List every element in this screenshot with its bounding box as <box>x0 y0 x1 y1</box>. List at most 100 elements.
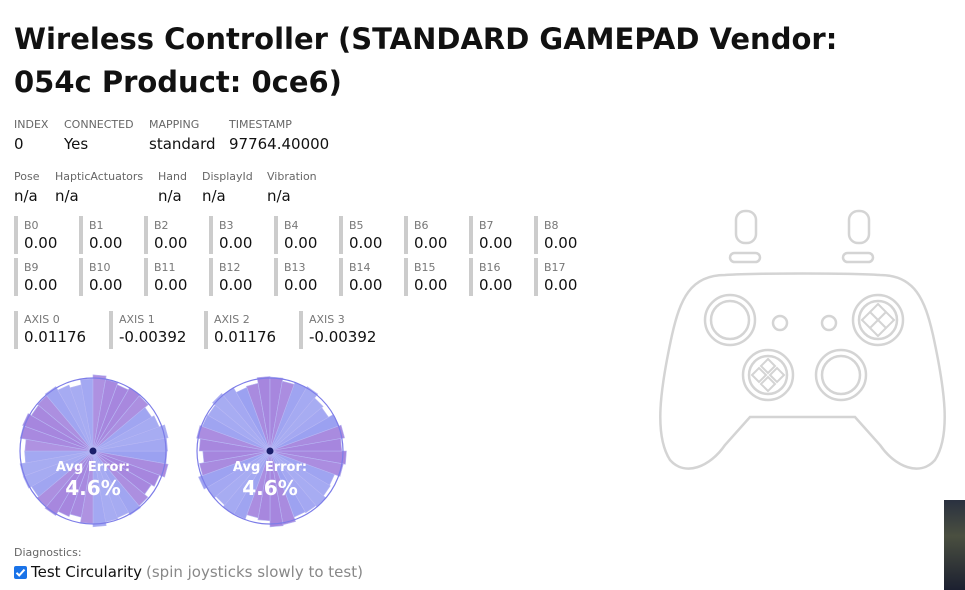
button-label: B1 <box>89 219 104 232</box>
haptic-label: HapticActuators <box>55 170 144 183</box>
pose-label: Pose <box>14 170 40 183</box>
avg-error-label: Avg Error: <box>232 460 308 475</box>
button-label: B6 <box>414 219 429 232</box>
button-value: 0.00 <box>219 234 253 252</box>
button-value: 0.00 <box>479 234 513 252</box>
button-cell-b14: B14 0.00 <box>339 258 395 296</box>
mapping-field: MAPPING standard <box>149 118 216 154</box>
dpad-arrows-icon <box>750 357 786 393</box>
button-cell-b8: B8 0.00 <box>534 216 590 254</box>
right-trigger-icon <box>847 209 871 245</box>
face-buttons-icon <box>851 293 905 347</box>
button-label: B8 <box>544 219 559 232</box>
button-label: B13 <box>284 261 306 274</box>
button-cell-b1: B1 0.00 <box>79 216 135 254</box>
hand-value: n/a <box>158 187 182 205</box>
button-cell-b10: B10 0.00 <box>79 258 135 296</box>
timestamp-label: TIMESTAMP <box>229 118 292 131</box>
axis-value: -0.00392 <box>119 328 187 346</box>
left-bumper-icon <box>728 251 762 264</box>
timestamp-field: TIMESTAMP 97764.40000 <box>229 118 329 154</box>
test-circularity-label[interactable]: Test Circularity <box>31 563 142 581</box>
button-value: 0.00 <box>24 276 58 294</box>
axis-label: AXIS 3 <box>309 313 345 326</box>
index-label: INDEX <box>14 118 49 131</box>
circularity-center-dot <box>89 447 97 455</box>
circularity-svg <box>19 374 169 528</box>
button-cell-b17: B17 0.00 <box>534 258 590 296</box>
circularity-wedge <box>92 437 168 452</box>
axis-cell-3: AXIS 3 -0.00392 <box>299 311 387 349</box>
avg-error-label: Avg Error: <box>55 460 131 475</box>
button-label: B10 <box>89 261 111 274</box>
axis-cell-0: AXIS 0 0.01176 <box>14 311 102 349</box>
button-label: B2 <box>154 219 169 232</box>
axis-cell-2: AXIS 2 0.01176 <box>204 311 292 349</box>
button-cell-b12: B12 0.00 <box>209 258 265 296</box>
right-stick-inner-icon <box>820 354 862 396</box>
test-circularity-checkbox[interactable] <box>14 565 27 579</box>
button-value: 0.00 <box>479 276 513 294</box>
diagnostics-label: Diagnostics: <box>14 546 82 559</box>
corner-thumbnail <box>944 500 965 590</box>
button-value: 0.00 <box>89 276 123 294</box>
start-button-icon <box>820 314 838 332</box>
axis-value: 0.01176 <box>214 328 277 346</box>
vibration-field: Vibration n/a <box>267 170 317 206</box>
haptic-value: n/a <box>55 187 79 205</box>
button-cell-b6: B6 0.00 <box>404 216 460 254</box>
button-value: 0.00 <box>349 234 383 252</box>
pose-field: Pose n/a <box>14 170 39 206</box>
button-cell-b15: B15 0.00 <box>404 258 460 296</box>
axis-label: AXIS 0 <box>24 313 60 326</box>
button-label: B17 <box>544 261 566 274</box>
hand-field: Hand n/a <box>158 170 187 206</box>
circularity-center-dot <box>266 447 274 455</box>
axis-value: 0.01176 <box>24 328 87 346</box>
button-label: B5 <box>349 219 364 232</box>
button-value: 0.00 <box>284 276 318 294</box>
pose-value: n/a <box>14 187 38 205</box>
button-cell-b11: B11 0.00 <box>144 258 200 296</box>
button-value: 0.00 <box>154 234 188 252</box>
button-label: B12 <box>219 261 241 274</box>
gamepad-body-icon <box>659 272 946 470</box>
left-trigger-icon <box>734 209 758 245</box>
left-stick-icon <box>703 293 757 347</box>
button-value: 0.00 <box>219 276 253 294</box>
right-stick-icon <box>814 348 868 402</box>
button-label: B11 <box>154 261 176 274</box>
hand-label: Hand <box>158 170 187 183</box>
circularity-plot-left: Avg Error: 4.6% <box>15 373 171 529</box>
circularity-ring <box>19 377 167 525</box>
connected-value: Yes <box>64 135 89 153</box>
vibration-label: Vibration <box>267 170 317 183</box>
connected-label: CONNECTED <box>64 118 134 131</box>
button-cell-b7: B7 0.00 <box>469 216 525 254</box>
button-label: B14 <box>349 261 371 274</box>
button-value: 0.00 <box>544 234 578 252</box>
timestamp-value: 97764.40000 <box>229 135 330 153</box>
face-buttons-inner-icon <box>857 299 899 341</box>
button-value: 0.00 <box>24 234 58 252</box>
checkmark-icon <box>15 568 26 577</box>
button-label: B9 <box>24 261 39 274</box>
button-value: 0.00 <box>414 234 448 252</box>
face-button-glyphs-icon <box>860 302 896 338</box>
select-button-icon <box>771 314 789 332</box>
mapping-value: standard <box>149 135 216 153</box>
index-value: 0 <box>14 135 24 153</box>
display-id-label: DisplayId <box>202 170 253 183</box>
haptic-field: HapticActuators n/a <box>55 170 143 206</box>
button-cell-b13: B13 0.00 <box>274 258 330 296</box>
button-label: B7 <box>479 219 494 232</box>
circularity-plot-right: Avg Error: 4.6% <box>192 373 348 529</box>
circularity-ring <box>196 377 344 525</box>
mapping-label: MAPPING <box>149 118 200 131</box>
button-cell-b9: B9 0.00 <box>14 258 70 296</box>
button-label: B3 <box>219 219 234 232</box>
dpad-icon <box>741 348 795 402</box>
test-circularity-row[interactable]: Test Circularity (spin joysticks slowly … <box>14 563 363 581</box>
page-title: Wireless Controller (STANDARD GAMEPAD Ve… <box>14 22 838 99</box>
button-cell-b2: B2 0.00 <box>144 216 200 254</box>
